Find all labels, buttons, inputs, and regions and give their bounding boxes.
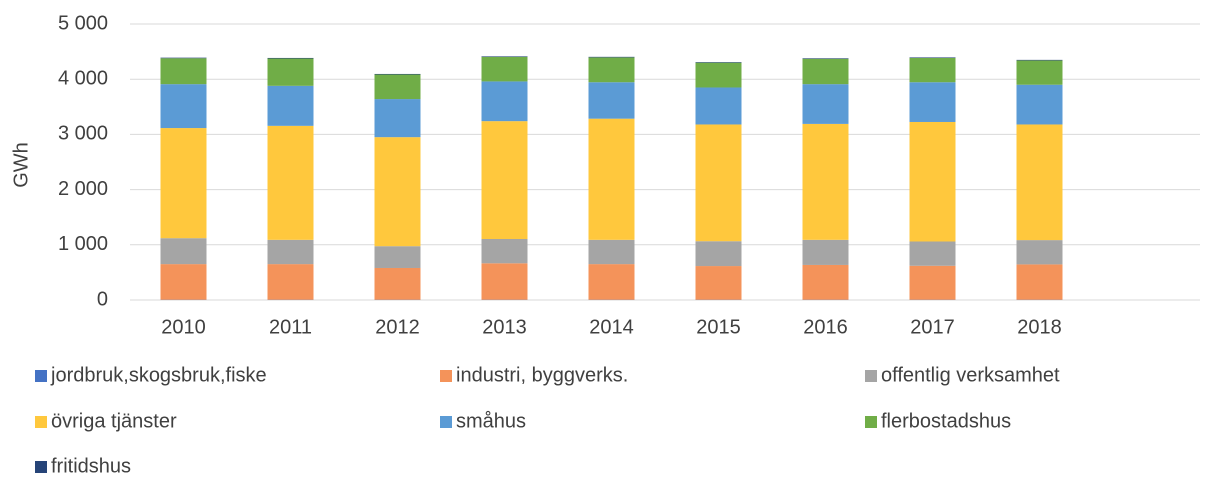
bar-segment: [802, 239, 849, 265]
legend-swatch: [35, 416, 47, 428]
bar-segment: [481, 121, 528, 240]
bar-segment: [267, 85, 314, 126]
x-tick-label: 2018: [1017, 316, 1062, 338]
bar-segment: [481, 56, 528, 82]
bar-segment: [588, 57, 635, 83]
bar-segment: [160, 238, 207, 265]
bar-segment: [267, 57, 314, 59]
bar-segment: [909, 57, 956, 83]
bar-segment: [1016, 124, 1063, 241]
bar-segment: [160, 57, 207, 59]
x-tick-label: 2016: [803, 316, 848, 338]
legend-label: jordbruk,skogsbruk,fiske: [50, 364, 267, 386]
bar-segment: [374, 137, 421, 247]
x-tick-label: 2017: [910, 316, 955, 338]
bar-segment: [802, 264, 849, 300]
bar-segment: [802, 58, 849, 85]
legend-label: småhus: [456, 410, 526, 432]
legend-label: övriga tjänster: [51, 410, 177, 432]
y-tick-label: 2 000: [58, 178, 108, 200]
legend-swatch: [865, 370, 877, 382]
x-tick-label: 2013: [482, 316, 527, 338]
x-tick-label: 2012: [375, 316, 420, 338]
bar-segment: [267, 264, 314, 300]
bar-segment: [374, 246, 421, 268]
bar-segment: [909, 82, 956, 122]
bar-segment: [267, 58, 314, 86]
bar-segment: [1016, 60, 1063, 85]
legend-label: fritidshus: [51, 455, 131, 477]
bar-segment: [695, 241, 742, 267]
bar-segment: [374, 74, 421, 100]
bar-segment: [695, 266, 742, 300]
bar-segment: [802, 123, 849, 240]
bar-segment: [160, 84, 207, 129]
bar-segment: [481, 56, 528, 57]
bar-segment: [267, 125, 314, 240]
y-axis-label: GWh: [10, 142, 32, 188]
x-tick-label: 2010: [161, 316, 206, 338]
y-tick-label: 5 000: [58, 12, 108, 34]
bar-segment: [909, 57, 956, 58]
legend-swatch: [865, 416, 877, 428]
legend-swatch: [440, 416, 452, 428]
x-tick-label: 2011: [269, 316, 312, 338]
bar-segment: [160, 128, 207, 239]
y-tick-label: 1 000: [58, 233, 108, 255]
legend-label: flerbostadshus: [881, 410, 1011, 432]
bar-segment: [374, 73, 421, 75]
bar-segment: [695, 87, 742, 125]
bar-segment: [909, 121, 956, 242]
bar-segment: [695, 62, 742, 63]
bar-segment: [481, 239, 528, 264]
bar-segment: [481, 263, 528, 300]
bar-segment: [1016, 264, 1063, 300]
x-tick-label: 2014: [589, 316, 634, 338]
bar-segment: [160, 58, 207, 85]
bar-segment: [588, 264, 635, 300]
y-tick-label: 4 000: [58, 67, 108, 89]
bar-segment: [374, 267, 421, 300]
y-tick-label: 0: [97, 288, 108, 310]
bar-segment: [267, 239, 314, 265]
bar-segment: [588, 56, 635, 58]
bar-segment: [1016, 240, 1063, 265]
bar-segment: [588, 118, 635, 240]
bar-segment: [802, 84, 849, 124]
bar-segment: [802, 58, 849, 59]
legend-label: offentlig verksamhet: [881, 364, 1060, 386]
bar-segment: [588, 82, 635, 119]
legend-swatch: [35, 461, 47, 473]
bar-segment: [1016, 59, 1063, 61]
bar-segment: [909, 241, 956, 266]
legend-swatch: [35, 370, 47, 382]
bar-segment: [374, 99, 421, 138]
x-tick-label: 2015: [696, 316, 741, 338]
bar-segment: [481, 81, 528, 122]
y-tick-label: 3 000: [58, 123, 108, 145]
bar-segment: [588, 239, 635, 265]
bar-segment: [160, 264, 207, 300]
bar-segment: [1016, 84, 1063, 125]
legend-label: industri, byggverks.: [456, 364, 628, 386]
bar-segment: [695, 124, 742, 242]
bar-segment: [909, 265, 956, 300]
legend-swatch: [440, 370, 452, 382]
bar-segment: [695, 62, 742, 88]
